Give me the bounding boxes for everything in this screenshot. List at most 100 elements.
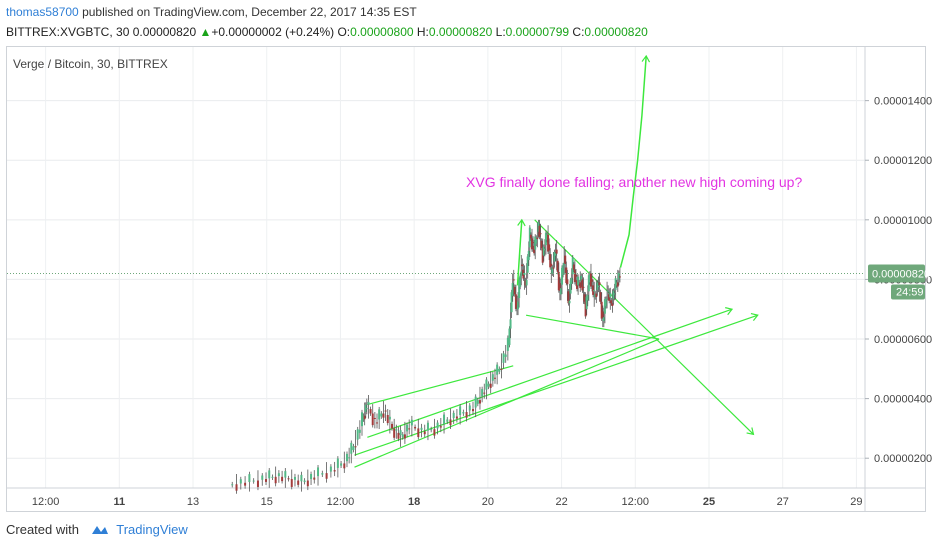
- candle-body: [277, 473, 280, 477]
- candle-body: [343, 463, 346, 469]
- candle-body: [369, 409, 372, 414]
- candle-body: [538, 225, 541, 237]
- high-label: H:: [416, 25, 429, 39]
- candle-body: [519, 275, 522, 287]
- candle-body: [557, 271, 560, 291]
- candle-body: [443, 414, 446, 424]
- candle-body: [468, 405, 471, 411]
- candle-body: [616, 282, 619, 287]
- candle-body: [235, 484, 238, 491]
- countdown-tag: [891, 284, 925, 300]
- candle-body: [536, 237, 539, 239]
- candle-body: [558, 283, 561, 291]
- low-value: 0.00000799: [505, 25, 570, 39]
- candle-body: [300, 474, 303, 482]
- candle-body: [426, 422, 429, 431]
- candle-body: [403, 434, 406, 439]
- arrowhead-fan-line-2: [725, 307, 734, 316]
- author-link[interactable]: thomas58700: [6, 5, 79, 19]
- trendline-wedge-upper: [367, 365, 514, 406]
- candle-body: [354, 446, 357, 448]
- candle-body: [603, 299, 606, 314]
- candle-body: [472, 409, 475, 412]
- candle-body: [600, 301, 603, 319]
- countdown-label: 24:59: [896, 286, 924, 298]
- publish-text: published on TradingView.com, December 2…: [82, 5, 417, 19]
- candle-body: [592, 285, 595, 295]
- candle-body: [508, 328, 511, 345]
- y-tick-label: 0.00001200: [874, 155, 932, 167]
- high-value: 0.00000820: [428, 25, 493, 39]
- candle-body: [325, 473, 328, 479]
- candle-body: [239, 479, 242, 484]
- candle-body: [555, 249, 558, 254]
- candle-body: [401, 434, 404, 438]
- candle-body: [397, 432, 400, 439]
- candle-body: [595, 293, 598, 297]
- candle-body: [546, 234, 549, 240]
- close-value: 0.00000820: [584, 25, 648, 39]
- candle-body: [414, 426, 417, 429]
- candle-body: [614, 278, 617, 290]
- candle-body: [520, 271, 523, 276]
- candle-body: [410, 419, 413, 426]
- ohlc-bar: BITTREX:XVGBTC, 30 0.00000820 ▲+0.000000…: [6, 25, 648, 39]
- candle-body: [588, 273, 591, 283]
- current-price-label: 0.00000820: [872, 268, 930, 280]
- candle-body: [504, 354, 507, 357]
- candle-body: [506, 337, 509, 351]
- candle-body: [231, 484, 234, 486]
- candle-body: [577, 276, 580, 286]
- candle-body: [336, 458, 339, 468]
- candle-body: [261, 475, 264, 480]
- price-change: +0.00000002 (+0.24%): [211, 25, 335, 39]
- candle-body: [574, 274, 577, 277]
- up-arrow-icon: ▲: [199, 25, 212, 39]
- candle-body: [611, 303, 614, 306]
- brand-link[interactable]: TradingView: [116, 522, 188, 537]
- candle-body: [487, 383, 490, 387]
- candle-body: [459, 406, 462, 415]
- candle-body: [580, 275, 583, 281]
- candle-body: [568, 300, 571, 304]
- candle-body: [281, 476, 284, 482]
- candle-body: [348, 457, 351, 459]
- arrowhead-fan-line-1: [750, 312, 759, 322]
- created-with-text: Created with: [6, 522, 79, 537]
- candle-body: [564, 255, 567, 264]
- candle-body: [612, 290, 615, 299]
- trendline-fan-line-1: [354, 314, 758, 456]
- candle-body: [601, 311, 604, 318]
- chart-frame[interactable]: [6, 46, 926, 512]
- open-value: 0.00000800: [350, 25, 414, 39]
- candle-body: [358, 429, 361, 433]
- candle-body: [476, 400, 479, 404]
- current-price-tag: [868, 264, 925, 283]
- candle-body: [567, 291, 570, 304]
- candle-body: [252, 480, 255, 482]
- candle-body: [534, 236, 537, 250]
- candle-body: [417, 428, 420, 438]
- x-tick-label: 29: [850, 496, 862, 508]
- candle-body: [528, 227, 531, 248]
- candle-body: [399, 430, 402, 436]
- chart-title: Verge / Bitcoin, 30, BITTREX: [13, 57, 168, 71]
- trendline-fan-line-2: [367, 308, 733, 438]
- x-tick-label: 20: [482, 496, 494, 508]
- candle-body: [548, 244, 551, 251]
- candle-body: [293, 476, 296, 480]
- candle-body: [455, 416, 458, 419]
- candle-body: [589, 273, 592, 287]
- candle-body: [513, 286, 516, 295]
- candle-body: [578, 282, 581, 284]
- candle-body: [446, 419, 449, 422]
- x-tick-label: 18: [408, 496, 420, 508]
- candle-body: [541, 248, 544, 263]
- candle-body: [553, 252, 556, 262]
- candle-body: [388, 416, 391, 420]
- candle-body: [256, 480, 259, 487]
- price-axis: 0.000002000.000004000.000006000.00000800…: [864, 47, 932, 512]
- candle-body: [317, 467, 320, 477]
- candle-body: [533, 245, 536, 254]
